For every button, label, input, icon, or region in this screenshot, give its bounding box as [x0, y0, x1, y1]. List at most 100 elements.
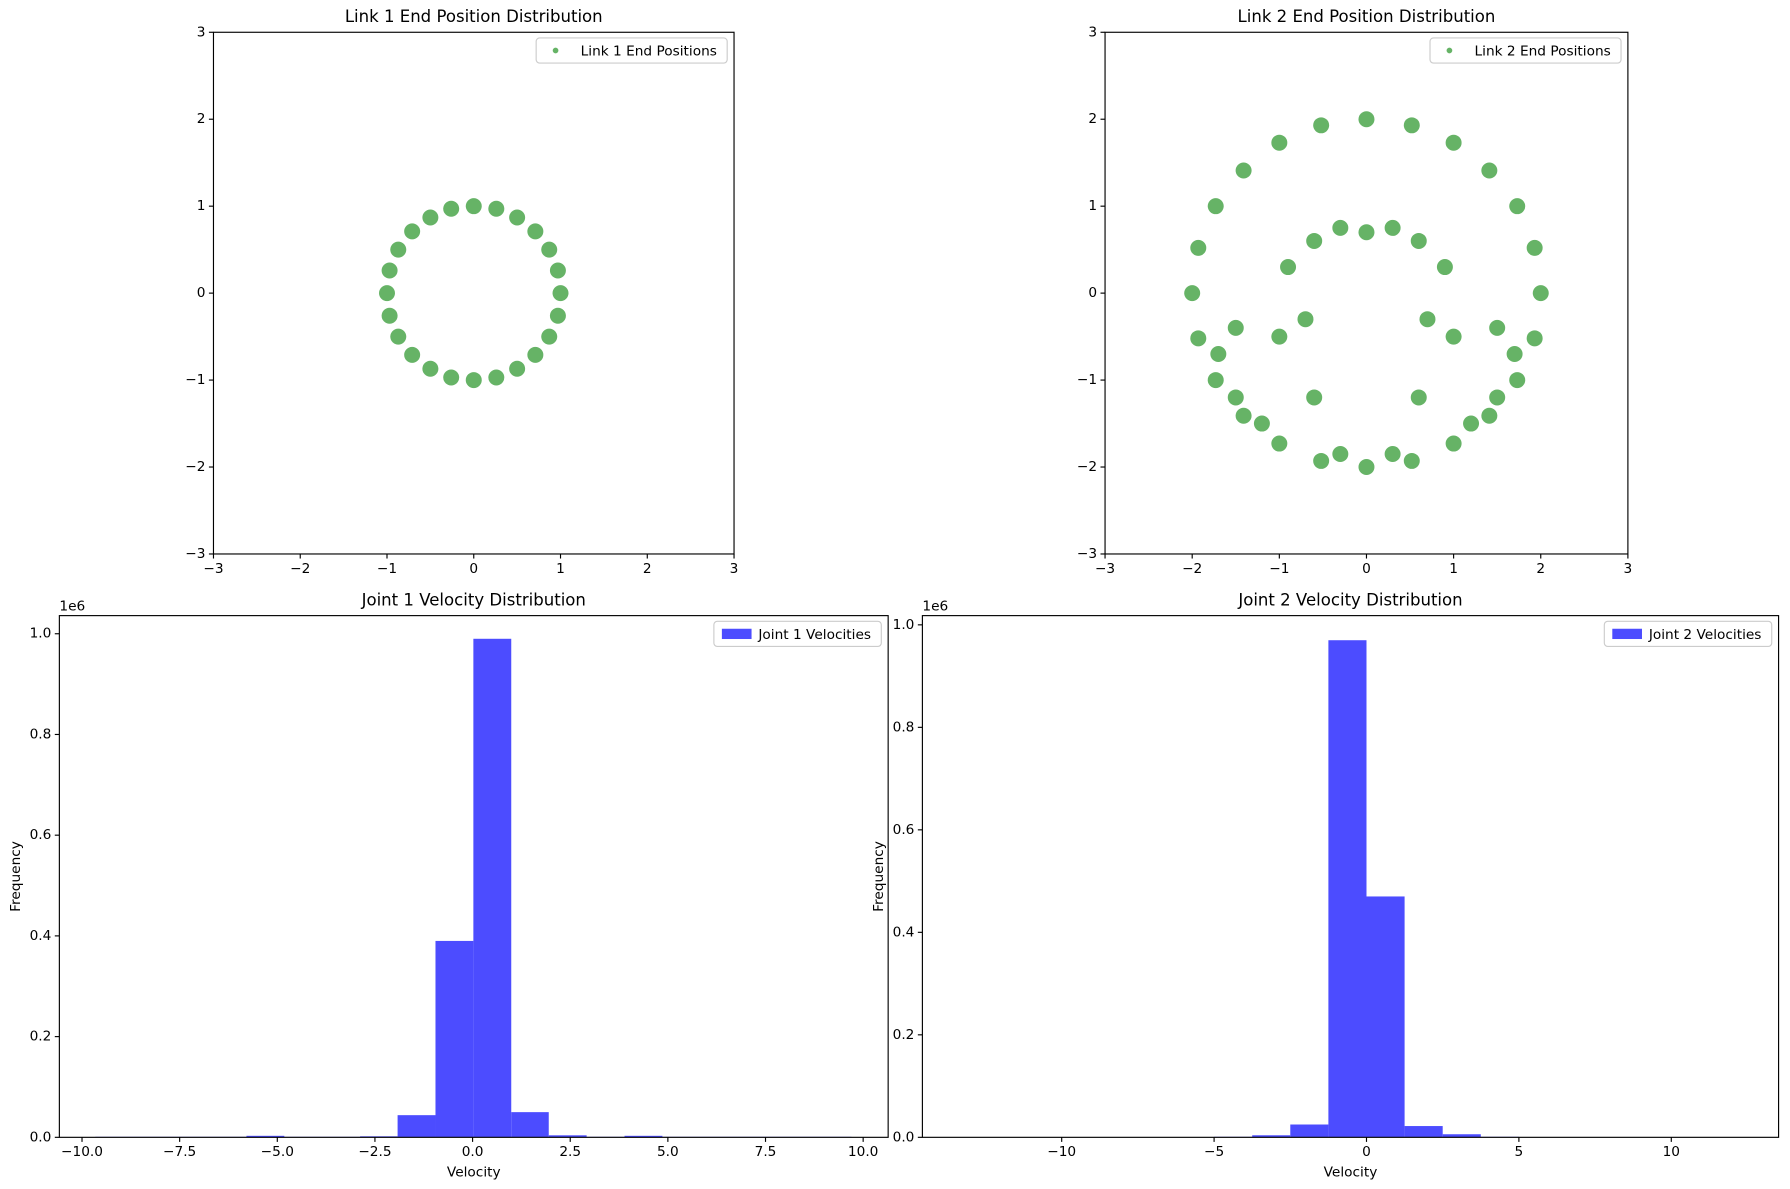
scatter-point — [1297, 311, 1314, 328]
scatter-point — [1419, 311, 1436, 328]
legend-marker — [1446, 47, 1453, 54]
axes-frame — [58, 615, 889, 1138]
legend-marker — [552, 47, 559, 54]
y-tick-label: −2 — [185, 459, 205, 475]
scatter-point — [1489, 319, 1506, 336]
scatter-point — [1235, 407, 1252, 424]
scatter-point — [552, 285, 569, 302]
scatter-point — [443, 200, 460, 217]
scatter-point — [541, 241, 558, 258]
scatter-point — [381, 307, 398, 324]
axes-frame — [212, 31, 735, 555]
x-tick-label: −10.0 — [61, 1144, 103, 1160]
plot-area — [1184, 111, 1549, 476]
axes-frame — [921, 615, 1780, 1138]
x-tick-label: −5.0 — [261, 1144, 294, 1160]
scatter-point — [1509, 372, 1526, 389]
plot-area — [985, 640, 1748, 1138]
scatter-point — [1332, 219, 1349, 236]
x-tick-label: −10 — [1047, 1144, 1076, 1160]
y-tick-label: 0.2 — [30, 1029, 52, 1045]
x-tick-label: 5 — [1515, 1144, 1524, 1160]
histogram-bar — [1328, 640, 1367, 1138]
y-tick-label: 0.4 — [893, 924, 915, 940]
y-tick-label: 0.8 — [30, 726, 52, 742]
scatter-point — [1190, 330, 1207, 347]
y-tick-label: 0.4 — [30, 928, 52, 944]
scatter-point — [465, 372, 482, 389]
x-tick-label: 5.0 — [657, 1144, 679, 1160]
scatter-point — [1227, 319, 1244, 336]
subplot: −3 −2 −1 0 1 2 3 −3 −2 −1 0 1 2 3 Link 1 End Position … — [185, 7, 738, 577]
histogram-bar — [246, 1135, 285, 1138]
scatter-point — [1313, 117, 1330, 134]
scatter-point — [509, 360, 526, 377]
histogram-bar — [1442, 1134, 1481, 1138]
scatter-point — [390, 241, 407, 258]
x-tick-label: 1 — [1449, 561, 1458, 577]
subplot: −10 −5 0 5 10 0.0 0.2 0.4 0.6 0.8 1.0 Joint 2 Veloc… — [871, 590, 1780, 1181]
scatter-point — [1306, 232, 1323, 249]
histogram-bar — [435, 940, 474, 1138]
scatter-point — [404, 223, 421, 240]
histogram-bar — [473, 638, 512, 1138]
chart-title: Joint 2 Velocity Distribution — [1237, 590, 1462, 609]
chart-title: Joint 1 Velocity Distribution — [361, 590, 586, 609]
scatter-point — [1207, 372, 1224, 389]
legend: Link 1 End Positions — [535, 37, 728, 64]
scatter-point — [549, 307, 566, 324]
legend-label: Joint 1 Velocities — [757, 627, 871, 643]
scatter-point — [1227, 389, 1244, 406]
subplot: −10.0 −7.5 −5.0 −2.5 0.0 2.5 5.0 7.5 10.0 0.0 0.2 0… — [8, 590, 889, 1181]
scatter-point — [1463, 415, 1480, 432]
y-tick-label: 3 — [197, 24, 206, 40]
scatter-point — [1280, 259, 1297, 276]
scatter-point — [1332, 445, 1349, 462]
x-tick-label: −3 — [203, 561, 223, 577]
x-tick-label: 10.0 — [848, 1144, 878, 1160]
legend: Joint 1 Velocities — [713, 620, 882, 648]
x-tick-label: −5 — [1204, 1144, 1224, 1160]
scatter-point — [1445, 134, 1462, 151]
scatter-point — [1410, 389, 1427, 406]
scatter-point — [1506, 345, 1523, 362]
y-tick-label: 0.0 — [30, 1129, 52, 1145]
y-tick-label: 0 — [197, 285, 206, 301]
x-tick-label: −2 — [290, 561, 310, 577]
x-axis-label: Velocity — [1324, 1165, 1378, 1181]
x-tick-label: 1 — [556, 561, 565, 577]
scatter-point — [465, 198, 482, 215]
scatter-point — [1271, 328, 1288, 345]
legend-frame — [1603, 620, 1773, 648]
legend-frame — [535, 37, 728, 64]
scatter-point — [1403, 452, 1420, 469]
y-tick-label: 1 — [1088, 198, 1097, 214]
legend: Link 2 End Positions — [1429, 37, 1622, 64]
y-tick-label: −3 — [185, 546, 205, 562]
y-tick-label: 0.0 — [893, 1129, 915, 1145]
y-axis-label: Frequency — [8, 841, 24, 912]
x-tick-label: 0 — [1362, 1144, 1371, 1160]
scatter-point — [527, 346, 544, 363]
chart-title: Link 1 End Position Distribution — [345, 7, 603, 26]
y-tick-label: 2 — [1088, 111, 1097, 127]
scatter-point — [1481, 162, 1498, 179]
scatter-point — [1384, 219, 1401, 236]
scatter-point — [443, 369, 460, 386]
scatter-point — [527, 223, 544, 240]
histogram-bar — [511, 1112, 549, 1138]
x-tick-label: 2 — [643, 561, 652, 577]
scatter-point — [1190, 239, 1207, 256]
y-tick-label: 2 — [197, 111, 206, 127]
scatter-point — [1532, 285, 1549, 302]
scatter-point — [1526, 239, 1543, 256]
scatter-point — [1210, 345, 1227, 362]
subplot: −3 −2 −1 0 1 2 3 −3 −2 −1 0 1 2 3 Link 2 End Position … — [1077, 7, 1632, 577]
scatter-point — [1306, 389, 1323, 406]
y-axis-label: Frequency — [871, 841, 887, 912]
x-tick-label: 0 — [1362, 561, 1371, 577]
histogram-bar — [1290, 1124, 1329, 1138]
scatter-point — [1358, 111, 1375, 128]
scatter-point — [422, 360, 439, 377]
